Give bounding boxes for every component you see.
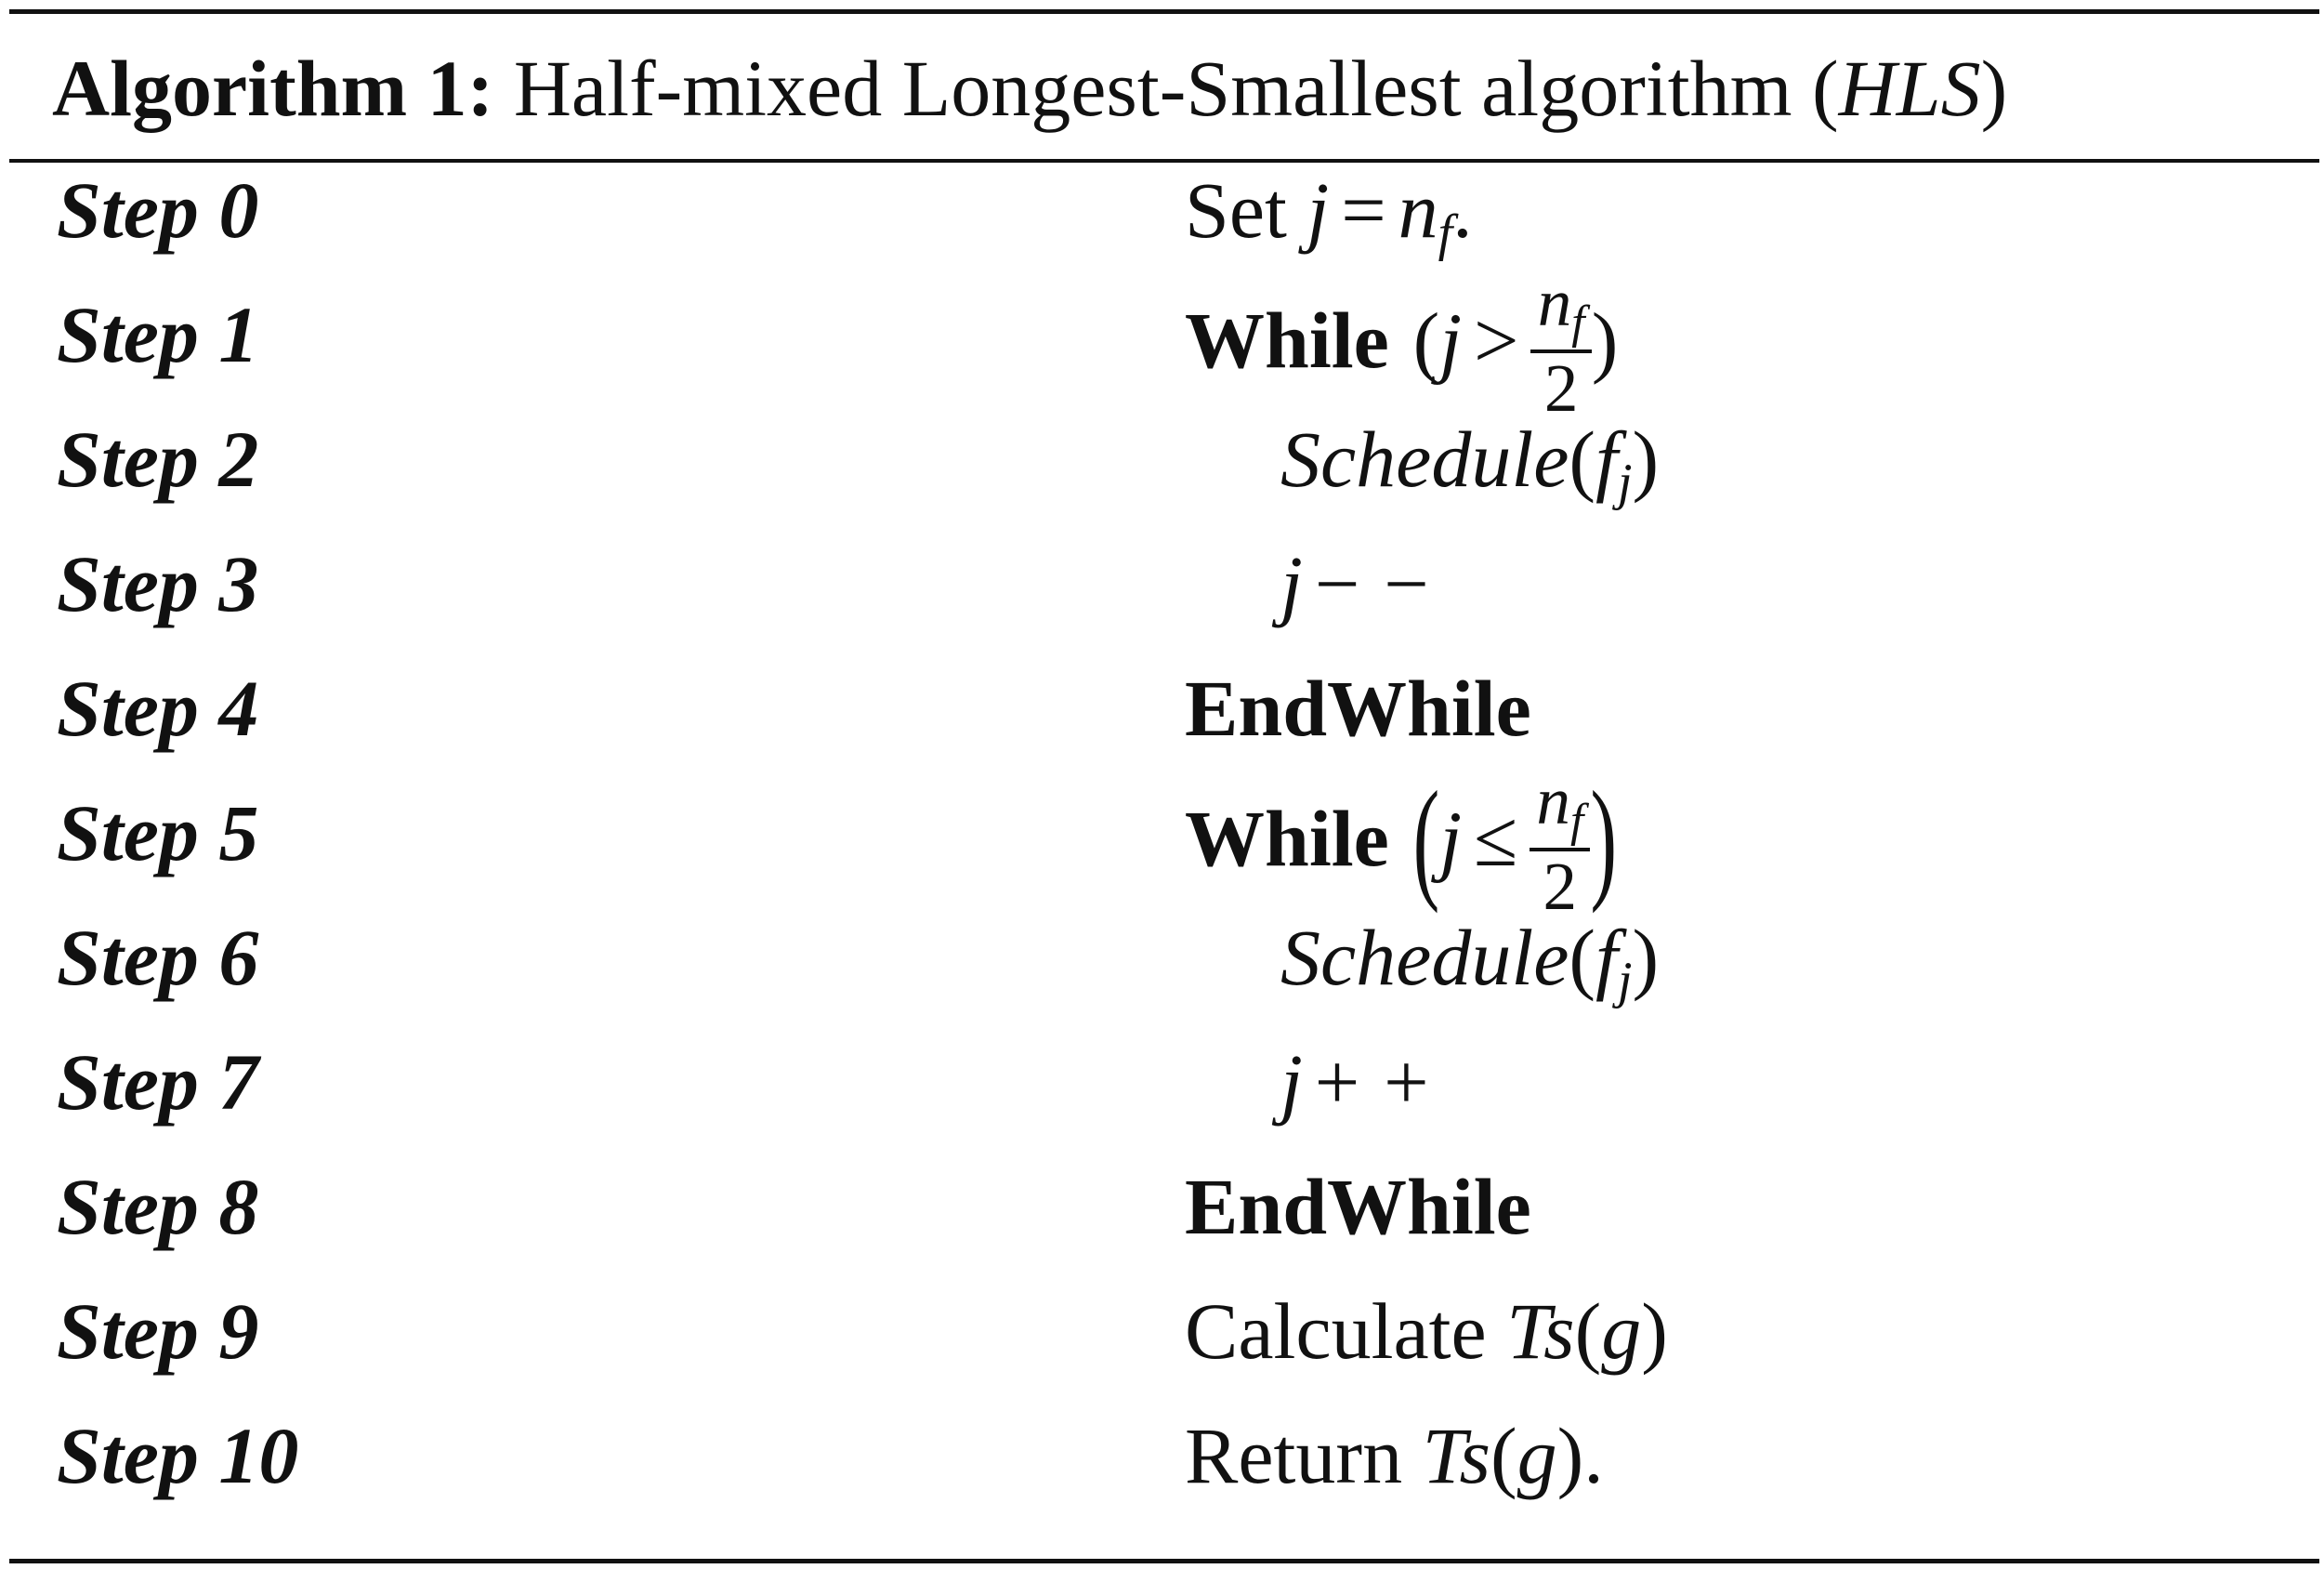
math-text: j: [1280, 1037, 1303, 1127]
step-content: EndWhile: [1185, 1144, 1531, 1269]
step-label: Step 7: [57, 1037, 259, 1127]
math-text: (: [1569, 415, 1596, 504]
math-text: f: [1438, 204, 1453, 262]
math-text: j: [1439, 794, 1463, 884]
math-text: (: [1574, 1286, 1602, 1376]
step-content: Schedule(fj): [1280, 895, 1659, 1043]
step-label: Step 0: [57, 165, 259, 255]
title: Algorithm 1: Half-mixed Longest-Smallest…: [52, 37, 2007, 139]
math-text: (: [1490, 1411, 1517, 1500]
step-label: Step 10: [57, 1411, 299, 1500]
fraction: nf 2: [1530, 767, 1591, 925]
math-text: n: [1398, 165, 1438, 255]
math-text: j: [1617, 951, 1633, 1009]
step-row: Step 8 EndWhile: [0, 1144, 2324, 1269]
operator: −: [1384, 539, 1429, 628]
operator: −: [1314, 539, 1360, 628]
step-content: Calculate Ts(g): [1185, 1269, 1668, 1393]
math-text: (: [1412, 762, 1440, 915]
math-text: f: [1595, 415, 1618, 504]
denominator: 2: [1543, 350, 1579, 427]
keyword: While: [1185, 794, 1389, 884]
math-text: .: [1452, 165, 1473, 255]
math-text: j: [1617, 453, 1633, 511]
math-var: n: [1537, 265, 1572, 341]
math-text: ): [1641, 1286, 1668, 1376]
math-text: j: [1280, 539, 1303, 628]
operator: =: [1341, 165, 1386, 255]
keyword: EndWhile: [1185, 664, 1531, 753]
numerator: nf: [1530, 767, 1591, 851]
math-text: ): [1591, 296, 1619, 386]
math-text: (: [1569, 913, 1596, 1002]
step-label: Step 3: [57, 539, 259, 628]
keyword: EndWhile: [1185, 1162, 1531, 1251]
math-var: n: [1536, 763, 1570, 839]
step-row: Step 2 Schedule(fj): [0, 397, 2324, 521]
math-text: ): [1556, 1411, 1584, 1500]
operator: +: [1384, 1037, 1429, 1127]
math-text: j: [1306, 165, 1330, 255]
step-content: EndWhile: [1185, 646, 1531, 771]
fraction: nf 2: [1530, 269, 1592, 427]
math-text: f: [1595, 913, 1618, 1002]
math-text: Ts: [1422, 1411, 1490, 1500]
step-row: Step 9 Calculate Ts(g): [0, 1269, 2324, 1393]
math-text: Calculate: [1185, 1286, 1487, 1376]
step-content: While (j ≤ nf 2): [1185, 763, 1617, 924]
title-label: Algorithm 1:: [52, 44, 494, 133]
math-text: Schedule: [1280, 415, 1569, 504]
operator: >: [1474, 296, 1519, 386]
numerator: nf: [1530, 269, 1592, 353]
keyword: While: [1185, 296, 1389, 386]
step-label: Step 9: [57, 1286, 259, 1376]
math-text: ): [1632, 913, 1660, 1002]
title-abbr: HLS: [1838, 44, 1981, 133]
step-content: While (j > nf 2): [1185, 269, 1619, 427]
step-label: Step 6: [57, 913, 259, 1002]
math-text: Return: [1185, 1411, 1403, 1500]
step-row: Step 0 Set j = nf.: [0, 148, 2324, 272]
step-row: Step 4 EndWhile: [0, 646, 2324, 771]
subscript: f: [1571, 296, 1585, 349]
math-text: g: [1601, 1286, 1642, 1376]
title-rule: [9, 159, 2319, 163]
math-text: j: [1439, 296, 1463, 386]
step-label: Step 1: [57, 290, 259, 379]
step-row: Step 7 j + +: [0, 1020, 2324, 1144]
math-text: Schedule: [1280, 913, 1569, 1002]
step-label: Step 4: [57, 664, 259, 753]
step-content: Set j = nf.: [1185, 148, 1473, 296]
math-text: .: [1583, 1411, 1604, 1500]
math-text: g: [1517, 1411, 1557, 1500]
step-content: Return Ts(g).: [1185, 1393, 1604, 1518]
math-text: ): [1590, 762, 1618, 915]
math-text: (: [1412, 296, 1440, 386]
step-label: Step 2: [57, 415, 259, 504]
step-label: Step 5: [57, 788, 259, 877]
step-content: j − −: [1280, 521, 1441, 646]
math-text: Set: [1185, 165, 1287, 255]
step-row: Step 6 Schedule(fj): [0, 895, 2324, 1020]
step-content: Schedule(fj): [1280, 397, 1659, 545]
title-close: ): [1980, 44, 2008, 133]
step-row: Step 3 j − −: [0, 521, 2324, 646]
step-row: Step 1 While (j > nf 2): [0, 269, 2324, 422]
step-row: Step 5 While (j ≤ nf 2): [0, 763, 2324, 921]
subscript: f: [1569, 794, 1584, 848]
step-content: j + +: [1280, 1020, 1441, 1144]
math-text: ): [1632, 415, 1660, 504]
bottom-rule: [9, 1559, 2319, 1563]
top-rule: [9, 9, 2319, 14]
operator: +: [1314, 1037, 1360, 1127]
math-text: Ts: [1506, 1286, 1575, 1376]
step-label: Step 8: [57, 1162, 259, 1251]
denominator: 2: [1543, 849, 1578, 925]
title-text: Half-mixed Longest-Smallest algorithm (: [513, 44, 1839, 133]
step-row: Step 10 Return Ts(g).: [0, 1393, 2324, 1518]
operator: ≤: [1474, 794, 1518, 884]
